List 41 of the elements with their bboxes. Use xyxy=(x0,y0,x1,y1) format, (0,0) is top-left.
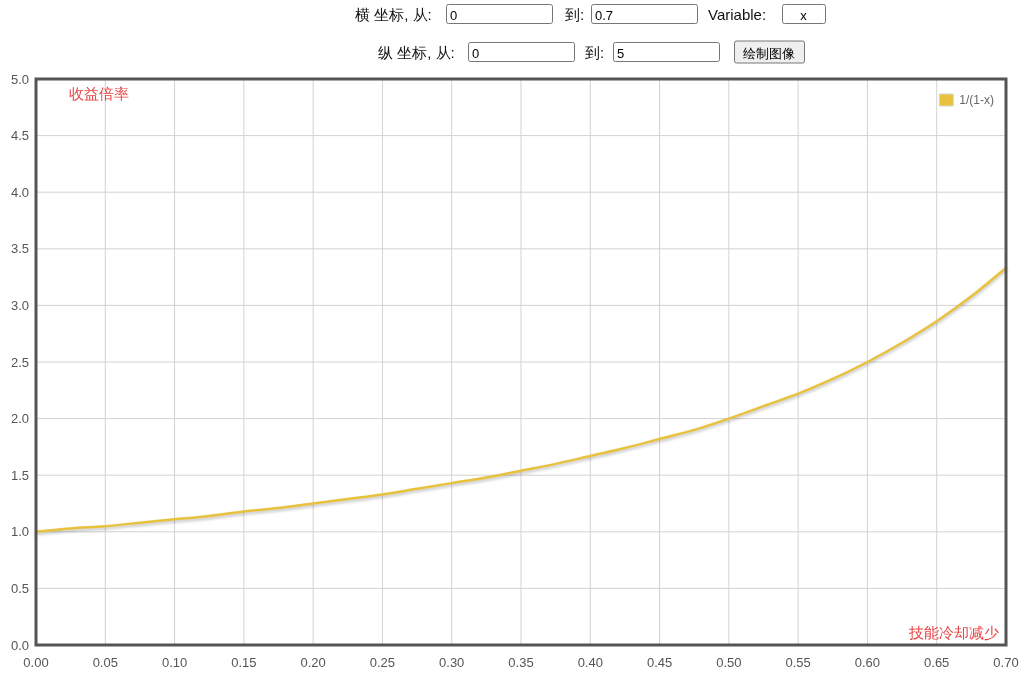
x-tick-label: 0.00 xyxy=(23,654,49,670)
x-tick-label: 0.60 xyxy=(854,654,881,670)
legend-label: 1/(1-x) xyxy=(959,93,994,107)
input: x xyxy=(782,4,826,24)
input: 0.7 xyxy=(591,4,698,24)
y-tick-label: 2.5 xyxy=(10,354,29,370)
input: 0 xyxy=(446,4,553,24)
input: 0 xyxy=(468,42,575,62)
y-tick-label: 3.5 xyxy=(10,241,29,257)
y-tick-label: 0.5 xyxy=(10,580,29,596)
field-label: 到: xyxy=(565,5,585,23)
x-tick-label: 0.70 xyxy=(993,654,1019,670)
x-tick-label: 0.35 xyxy=(508,654,534,670)
field-label: 纵 坐标, 从: xyxy=(378,43,455,61)
x-tick-label: 0.65 xyxy=(924,654,950,670)
y-tick-label: 5.0 xyxy=(10,71,29,87)
x-tick-label: 0.45 xyxy=(646,654,673,670)
x-tick-label: 0.30 xyxy=(439,654,465,670)
field-label: 到: xyxy=(585,43,605,61)
x-tick-label: 0.25 xyxy=(369,654,396,670)
field-label: 横 坐标, 从: xyxy=(355,5,432,23)
x-tick-label: 0.55 xyxy=(785,654,811,670)
x-tick-label: 0.50 xyxy=(716,654,742,670)
y-tick-label: 0.0 xyxy=(10,637,29,653)
button: 绘制图像 xyxy=(734,40,805,64)
x-axis-title: 技能冷却减少 xyxy=(908,623,999,641)
y-tick-label: 2.0 xyxy=(10,411,29,427)
y-tick-label: 1.5 xyxy=(10,467,29,483)
y-tick-label: 4.5 xyxy=(10,128,29,144)
y-tick-label: 4.0 xyxy=(10,184,29,200)
field-label: Variable: xyxy=(708,5,767,23)
x-tick-label: 0.40 xyxy=(577,654,603,670)
x-tick-label: 0.20 xyxy=(300,654,326,670)
x-tick-label: 0.15 xyxy=(231,654,257,670)
x-tick-label: 0.05 xyxy=(92,654,118,670)
y-tick-label: 3.0 xyxy=(10,297,29,313)
input: 5 xyxy=(613,42,720,62)
y-axis-title: 收益倍率 xyxy=(69,84,129,102)
legend-item: 1/(1-x) xyxy=(938,93,994,107)
y-tick-label: 1.0 xyxy=(10,524,29,540)
x-tick-label: 0.10 xyxy=(161,654,188,670)
